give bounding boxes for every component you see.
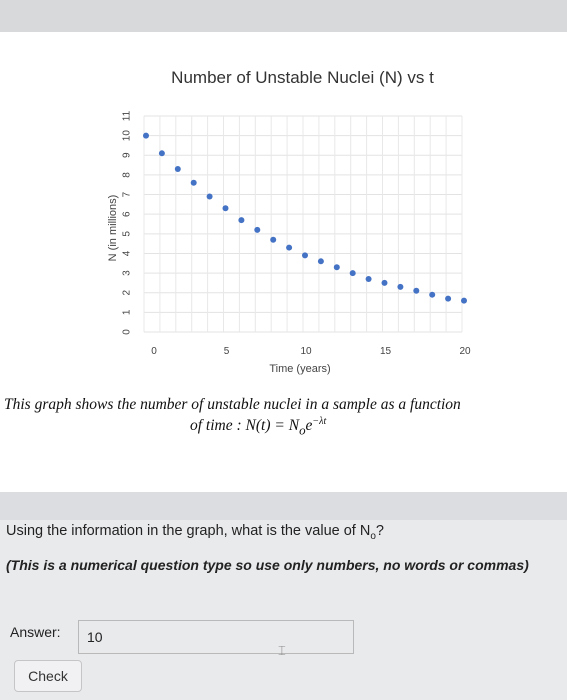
chart-title: Number of Unstable Nuclei (N) vs t xyxy=(171,68,434,87)
question-main: Using the information in the graph, what… xyxy=(6,523,371,539)
data-point xyxy=(286,244,293,251)
data-point xyxy=(158,150,165,157)
y-tick-label: 3 xyxy=(122,270,133,276)
y-tick-label: 4 xyxy=(122,250,133,256)
separator-band xyxy=(0,492,567,520)
decay-formula: of time : N(t) = Noe−λt xyxy=(190,416,326,438)
formula-base: e xyxy=(305,417,313,435)
y-tick-label: 11 xyxy=(122,110,133,121)
y-tick-label: 0 xyxy=(122,329,133,335)
y-tick-label: 10 xyxy=(122,130,133,142)
question-subscript: o xyxy=(370,530,376,542)
data-point xyxy=(190,179,197,186)
x-tick-label: 10 xyxy=(300,346,312,357)
y-tick-label: 8 xyxy=(122,172,133,178)
data-point xyxy=(349,270,356,277)
graph-caption: This graph shows the number of unstable … xyxy=(4,396,461,413)
tick-labels: 0 1 2 3 4 5 6 7 8 9 10 11 0 5 10 15 20 xyxy=(122,110,471,357)
y-tick-label: 6 xyxy=(122,211,133,217)
x-tick-label: 20 xyxy=(459,346,471,357)
data-point xyxy=(429,291,436,298)
data-point xyxy=(206,193,213,200)
y-axis-label: N (in millions) xyxy=(107,195,119,262)
data-points xyxy=(143,132,467,304)
x-tick-label: 0 xyxy=(151,346,157,357)
data-point xyxy=(270,236,277,243)
data-point xyxy=(143,132,149,139)
data-point xyxy=(174,166,181,173)
data-point xyxy=(397,283,404,290)
grid xyxy=(143,115,463,333)
formula-subscript: o xyxy=(299,422,306,438)
formula-exponent: −λt xyxy=(312,416,327,427)
question-panel xyxy=(0,32,567,492)
data-point xyxy=(461,297,467,304)
check-button[interactable]: Check xyxy=(14,660,82,692)
top-band xyxy=(0,0,567,32)
data-point xyxy=(333,264,340,271)
y-tick-label: 9 xyxy=(122,152,133,158)
x-axis-label: Time (years) xyxy=(269,363,330,375)
data-point xyxy=(317,258,324,265)
data-point xyxy=(238,217,245,224)
data-point xyxy=(254,226,261,233)
answer-field[interactable] xyxy=(78,620,354,654)
answer-label: Answer: xyxy=(10,624,61,640)
question-note: (This is a numerical question type so us… xyxy=(6,557,529,573)
question-suffix: ? xyxy=(375,523,384,539)
y-tick-label: 5 xyxy=(122,231,133,237)
data-point xyxy=(222,205,229,212)
data-point xyxy=(381,279,388,286)
formula-prefix: of time : xyxy=(190,417,242,435)
formula-lhs: N(t) = N xyxy=(245,417,300,435)
text-cursor-icon: ⌶ xyxy=(278,643,286,658)
data-point xyxy=(365,275,372,282)
data-point xyxy=(445,295,452,302)
y-tick-label: 7 xyxy=(122,191,133,197)
question-text: Using the information in the graph, what… xyxy=(6,523,384,542)
y-tick-label: 2 xyxy=(122,290,133,296)
data-point xyxy=(413,287,420,294)
data-point xyxy=(302,252,308,259)
y-tick-label: 1 xyxy=(122,309,133,315)
x-tick-label: 15 xyxy=(380,346,392,357)
scatter-chart: 0 1 2 3 4 5 6 7 8 9 10 11 0 5 10 15 20 Time (years) N (i… xyxy=(107,110,471,375)
x-tick-label: 5 xyxy=(224,346,230,357)
